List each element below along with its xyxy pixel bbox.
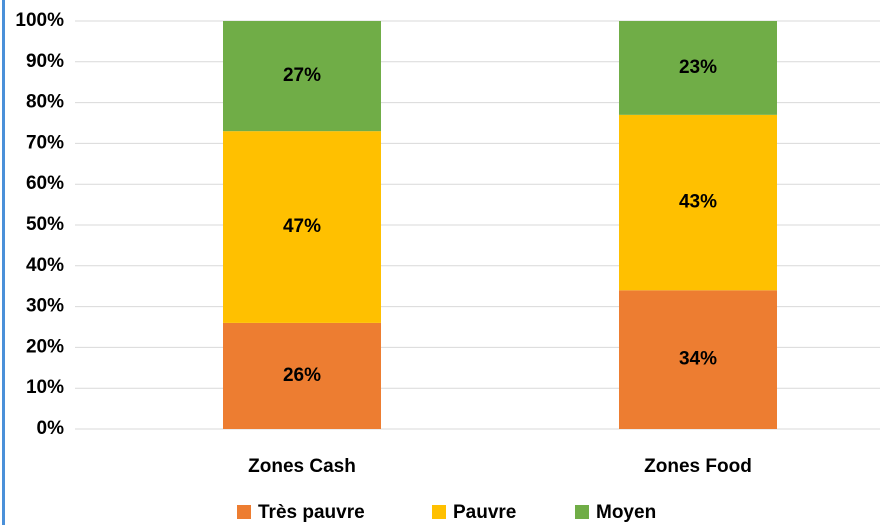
y-tick-label: 90% xyxy=(26,51,64,72)
bar-segment xyxy=(619,21,777,115)
bar-segment xyxy=(619,114,777,291)
bar-segment xyxy=(223,322,381,429)
x-tick-label: Zones Food xyxy=(644,456,752,477)
data-label: 26% xyxy=(283,365,321,386)
y-tick-label: 20% xyxy=(26,336,64,357)
data-label: 23% xyxy=(679,57,717,78)
bar-segment xyxy=(619,290,777,429)
legend-label: Pauvre xyxy=(453,502,516,523)
y-tick-label: 80% xyxy=(26,92,64,113)
legend-label: Très pauvre xyxy=(258,502,365,523)
y-tick-label: 70% xyxy=(26,132,64,153)
y-tick-label: 100% xyxy=(15,10,64,31)
legend-swatch xyxy=(575,505,589,519)
legend-swatch xyxy=(237,505,251,519)
y-tick-label: 30% xyxy=(26,296,64,317)
bar-segment xyxy=(223,131,381,323)
data-label: 43% xyxy=(679,192,717,213)
x-tick-label: Zones Cash xyxy=(248,456,356,477)
legend-swatch xyxy=(432,505,446,519)
window-border xyxy=(2,0,5,525)
y-tick-label: 0% xyxy=(37,418,65,439)
y-tick-label: 40% xyxy=(26,255,64,276)
data-label: 34% xyxy=(679,349,717,370)
data-label: 27% xyxy=(283,65,321,86)
bar-segment xyxy=(223,21,381,132)
data-label: 47% xyxy=(283,216,321,237)
y-tick-label: 10% xyxy=(26,377,64,398)
legend-label: Moyen xyxy=(596,502,656,523)
y-tick-label: 60% xyxy=(26,173,64,194)
y-tick-label: 50% xyxy=(26,214,64,235)
